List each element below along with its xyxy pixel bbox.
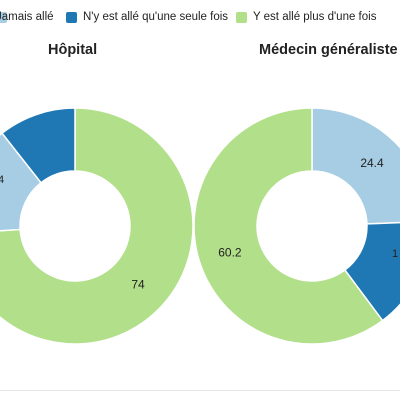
donut-hopital: 74 [0,107,194,345]
slice-label-hopital-jamais: 4 [0,174,4,186]
legend-swatch-jamais[interactable] [0,12,7,23]
legend-label-une-fois[interactable]: N'y est allé qu'une seule fois [83,11,229,23]
donut-medecin: 24.4 60.2 [193,107,400,345]
legend-swatch-une-fois[interactable] [66,12,77,23]
slice-label-medecin-une-fois: 1 [392,248,398,260]
slice-label-1-2: 60.2 [218,245,242,259]
donut-slice-1-0[interactable] [311,107,400,225]
legend: Jamais allé N'y est allé qu'une seule fo… [0,0,400,36]
slice-label-1-0: 24.4 [360,156,384,170]
chart-title-medecin: Médecin généraliste [259,42,398,58]
legend-label-jamais[interactable]: Jamais allé [0,11,54,23]
chart-title-hopital: Hôpital [48,42,98,58]
donut-slice-0-1[interactable] [1,107,76,184]
legend-swatch-plus-une-fois[interactable] [236,12,247,23]
legend-label-plus-une-fois[interactable]: Y est allé plus d'une fois [253,11,377,23]
slice-label-0-2: 74 [131,277,145,291]
bottom-divider [0,390,400,391]
donut-slice-1-2[interactable] [193,107,384,345]
donut-slice-0-2[interactable] [0,107,194,345]
